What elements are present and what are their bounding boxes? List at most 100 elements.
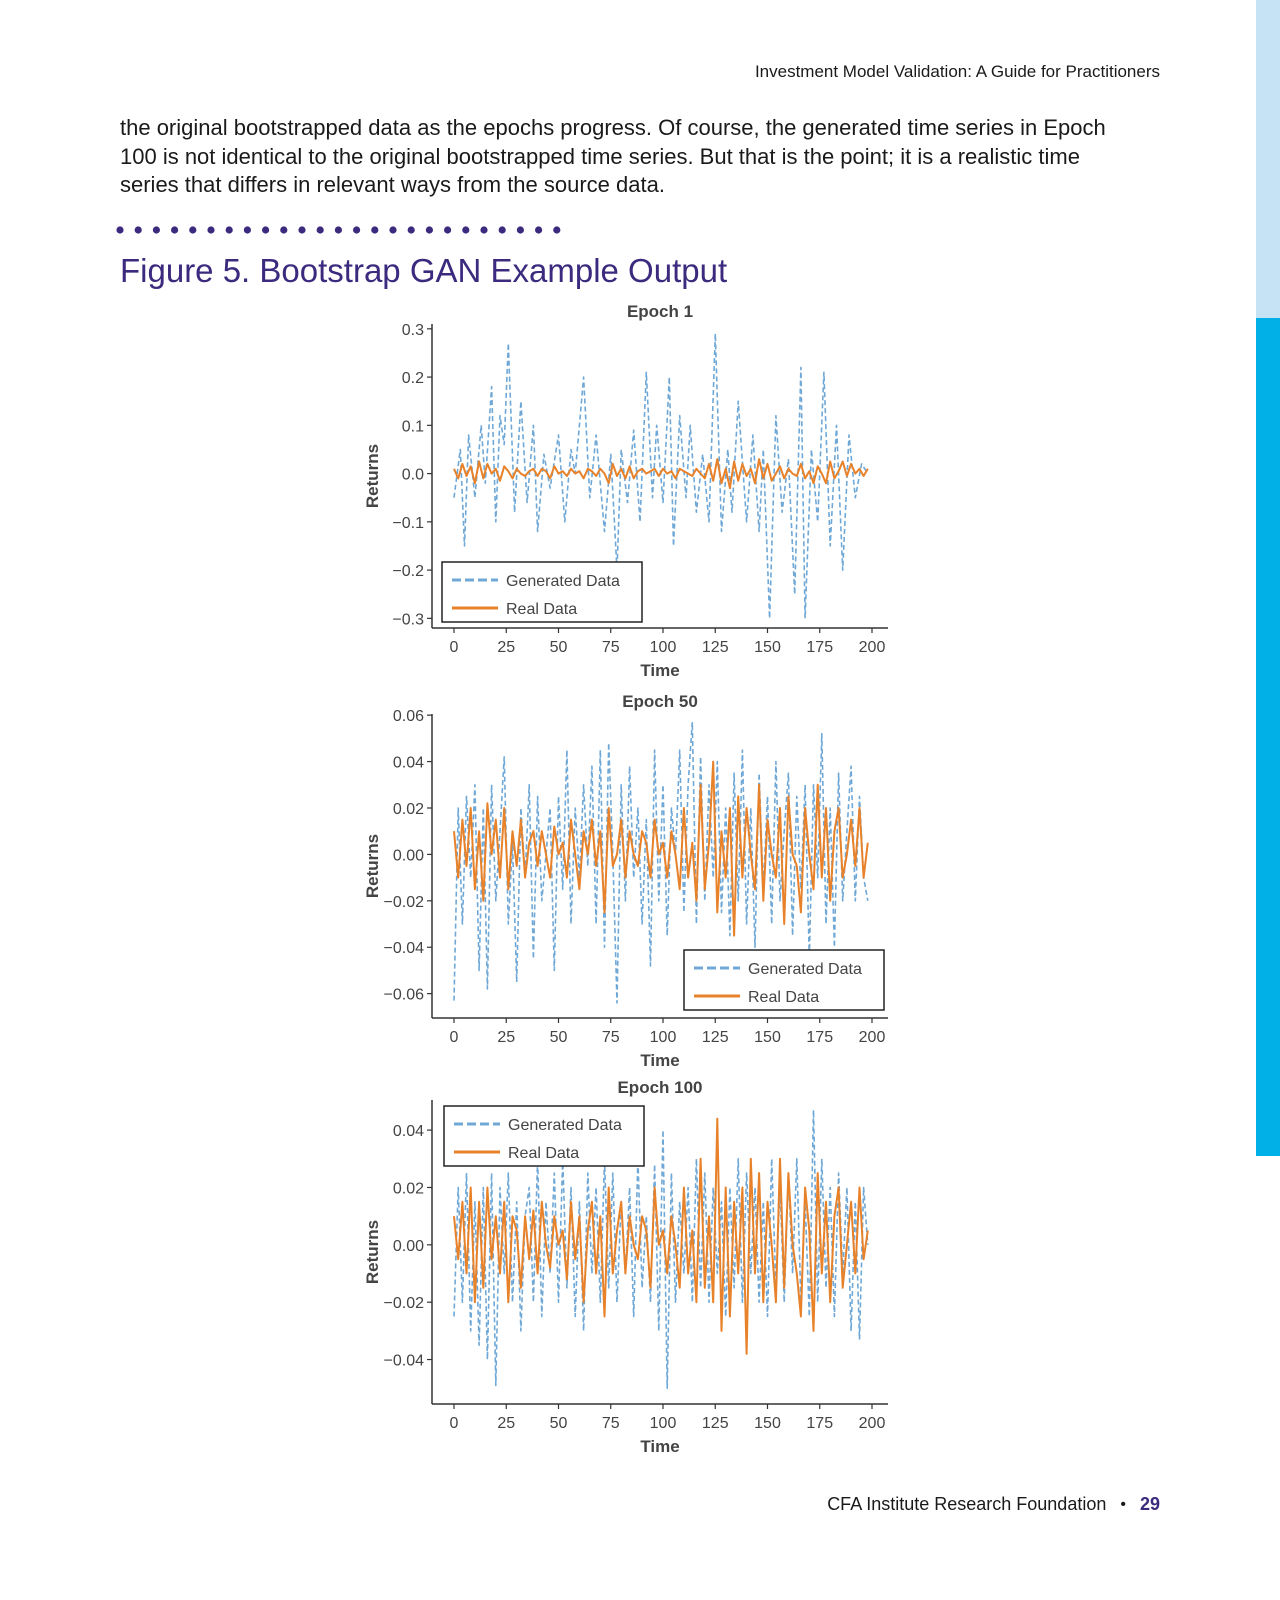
figure-title: Figure 5. Bootstrap GAN Example Output [120,252,728,289]
x-tick-label: 25 [497,639,515,656]
legend-label: Generated Data [748,961,862,978]
separator-dot [444,226,452,234]
separator-dot [280,226,288,234]
legend-box [683,949,885,1011]
y-tick-label: −0.04 [384,940,425,957]
separator-dot [225,226,233,234]
intro-paragraph: the original bootstrapped data as the ep… [120,115,1106,197]
separator-dot [371,226,379,234]
y-tick-label: 0.3 [402,322,424,339]
legend-box [441,561,643,623]
y-tick-label: 0.00 [393,847,424,864]
page-footer: CFA Institute Research Foundation • 29 [827,1494,1160,1515]
x-tick-label: 25 [497,1029,515,1046]
separator-dot [462,226,470,234]
chart-title: Epoch 1 [627,302,693,321]
legend: Generated Data Real Data [441,561,643,623]
x-tick-label: 200 [859,1029,886,1046]
x-tick-label: 0 [450,1029,459,1046]
legend: Generated Data Real Data [443,1105,645,1167]
separator-dot [116,226,124,234]
dotted-separator [116,226,561,234]
y-tick-label: −0.3 [392,611,424,628]
side-accent-light [1256,0,1280,318]
series-line-real [453,760,869,937]
series-line-real [453,458,869,490]
y-tick-label: 0.0 [402,467,424,484]
y-tick-label: 0.02 [393,1180,424,1197]
y-tick-label: −0.02 [384,1295,425,1312]
separator-dot [353,226,361,234]
running-header: Investment Model Validation: A Guide for… [754,62,1160,81]
y-axis-label: Returns [363,834,382,898]
legend-label: Generated Data [506,573,620,590]
y-tick-label: 0.2 [402,370,424,387]
legend-label: Generated Data [508,1117,622,1134]
x-axis-label: Time [640,1051,679,1070]
y-tick-label: 0.02 [393,801,424,818]
separator-dot [498,226,506,234]
x-tick-label: 0 [450,1415,459,1432]
separator-dot [480,226,488,234]
separator-dot [152,226,160,234]
x-tick-label: 200 [859,1415,886,1432]
footer-bullet: • [1120,1495,1126,1513]
x-tick-label: 100 [650,639,677,656]
legend-box [443,1105,645,1167]
separator-dot [207,226,215,234]
y-tick-label: 0.04 [393,1123,424,1140]
chart-epoch-50: Epoch 50 −0.06 −0.04 −0.02 0.00 0.02 0.04 0.06 0… [360,690,920,1090]
chart-title: Epoch 100 [617,1078,702,1097]
separator-dot [425,226,433,234]
x-tick-label: 150 [754,1029,781,1046]
legend: Generated Data Real Data [683,949,885,1011]
x-tick-label: 125 [702,639,729,656]
x-tick-label: 100 [650,1029,677,1046]
x-tick-label: 125 [702,1415,729,1432]
side-accent-dark [1256,318,1280,1156]
series-line-generated [453,332,869,620]
separator-dot [171,226,179,234]
y-tick-label: −0.1 [392,515,424,532]
separator-dot [535,226,543,234]
x-tick-label: 75 [602,1415,620,1432]
x-tick-label: 75 [602,1029,620,1046]
separator-dot [262,226,270,234]
x-tick-label: 100 [650,1415,677,1432]
separator-dot [334,226,342,234]
y-tick-label: −0.06 [384,987,425,1004]
x-axis-label: Time [640,661,679,680]
y-tick-label: 0.00 [393,1238,424,1255]
y-tick-label: 0.04 [393,755,424,772]
x-tick-label: 0 [450,639,459,656]
series-line-generated [453,1109,869,1390]
chart-svg-epoch-50: Epoch 50 −0.06 −0.04 −0.02 0.00 0.02 0.04 0.06 0… [363,692,888,1070]
y-tick-label: −0.2 [392,563,424,580]
separator-dot [516,226,524,234]
legend-label: Real Data [508,1145,579,1162]
separator-dot [298,226,306,234]
chart-epoch-100: Epoch 100 −0.04 −0.02 0.00 0.02 0.04 0 25 50 75 10… [360,1076,920,1476]
series-line-real [453,1117,869,1355]
x-tick-label: 50 [550,639,568,656]
y-axis-label: Returns [363,1220,382,1284]
separator-dot [316,226,324,234]
legend-label: Real Data [748,989,819,1006]
footer-org: CFA Institute Research Foundation [827,1494,1107,1514]
y-tick-label: 0.1 [402,418,424,435]
chart-svg-epoch-1: Epoch 1 −0.3 −0.2 −0.1 0.0 0.1 0.2 0.3 0 25 50 75 10… [363,302,888,680]
page-number: 29 [1139,1494,1160,1514]
y-tick-label: 0.06 [393,708,424,725]
x-tick-label: 50 [550,1415,568,1432]
separator-dot [134,226,142,234]
x-tick-label: 200 [859,639,886,656]
x-tick-label: 175 [806,1029,833,1046]
legend-label: Real Data [506,601,577,618]
x-tick-label: 175 [806,639,833,656]
x-tick-label: 50 [550,1029,568,1046]
x-tick-label: 150 [754,1415,781,1432]
x-tick-label: 25 [497,1415,515,1432]
x-tick-label: 175 [806,1415,833,1432]
chart-svg-epoch-100: Epoch 100 −0.04 −0.02 0.00 0.02 0.04 0 25 50 75 10… [363,1078,888,1456]
y-tick-label: −0.02 [384,894,425,911]
